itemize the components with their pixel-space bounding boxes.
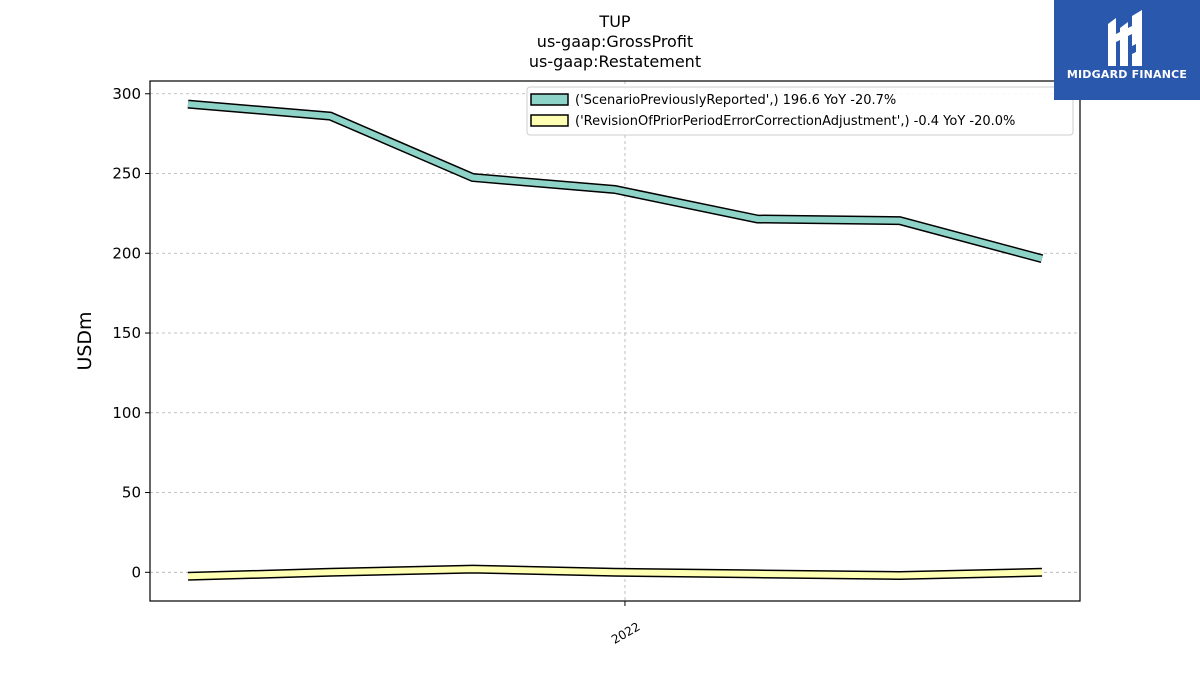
x-tick-label: 2022 xyxy=(609,619,642,646)
series-1 xyxy=(187,564,1043,581)
logo-mark-icon xyxy=(1108,10,1142,66)
y-axis-label: USDm xyxy=(74,311,96,370)
legend-entry-1: ('RevisionOfPriorPeriodErrorCorrectionAd… xyxy=(575,114,1015,129)
chart-title: TUPus-gaap:GrossProfitus-gaap:Restatemen… xyxy=(529,12,701,71)
title-line-2: us-gaap:Restatement xyxy=(529,52,701,71)
series-line xyxy=(187,101,1043,262)
legend-swatch-1 xyxy=(530,114,569,127)
legend: ('ScenarioPreviouslyReported',) 196.6 Yo… xyxy=(526,86,1074,136)
y-axis-ticks: 0 50 100 150 200 250 300 xyxy=(112,85,150,581)
legend-box xyxy=(526,86,1074,136)
y-tick-label: 50 xyxy=(122,484,141,502)
y-tick-label: 150 xyxy=(112,324,141,342)
y-tick-label: 250 xyxy=(112,165,141,183)
series-lines xyxy=(187,99,1044,581)
logo-text: MIDGARD FINANCE xyxy=(1066,68,1188,81)
title-line-0: TUP xyxy=(598,12,630,31)
legend-entry-0: ('ScenarioPreviouslyReported',) 196.6 Yo… xyxy=(575,93,896,108)
legend-swatch-0 xyxy=(530,93,569,106)
y-tick-label: 300 xyxy=(112,85,141,103)
y-tick-label: 100 xyxy=(112,404,141,422)
title-line-1: us-gaap:GrossProfit xyxy=(537,32,693,51)
x-axis-ticks: 2022 xyxy=(609,601,642,647)
y-tick-label: 200 xyxy=(112,244,141,262)
midgard-finance-logo: MIDGARD FINANCE xyxy=(1054,0,1200,100)
series-0 xyxy=(187,99,1044,264)
plot-area-frame xyxy=(149,80,1081,602)
series-line xyxy=(187,566,1043,580)
grid-lines xyxy=(150,81,1080,601)
y-tick-label: 0 xyxy=(131,563,141,581)
